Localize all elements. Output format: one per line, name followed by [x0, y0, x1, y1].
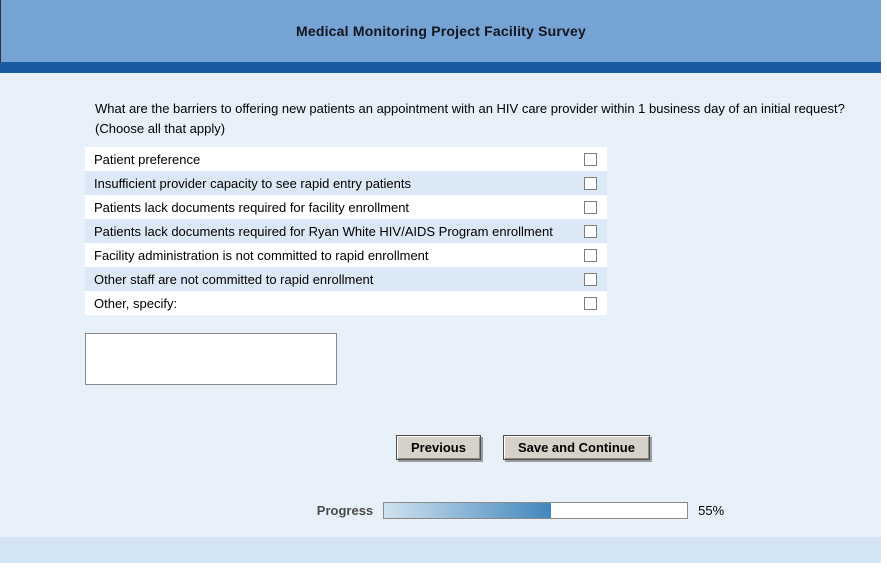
- progress-label: Progress: [316, 503, 374, 519]
- progress-fill: [384, 503, 551, 519]
- option-checkbox[interactable]: [584, 224, 597, 238]
- option-label: Patients lack documents required for Rya…: [94, 223, 553, 239]
- option-row-facility-documents: Patients lack documents required for fac…: [85, 195, 607, 220]
- main-content: What are the barriers to offering new pa…: [0, 73, 881, 537]
- button-row: Previous Save and Continue: [85, 435, 881, 461]
- option-row-other-specify: Other, specify:: [85, 291, 607, 316]
- header: Medical Monitoring Project Facility Surv…: [0, 0, 881, 62]
- option-checkbox[interactable]: [584, 152, 597, 166]
- progress-section: Progress 55%: [85, 502, 881, 520]
- previous-button[interactable]: Previous: [396, 435, 481, 461]
- progress-bar: [383, 502, 689, 520]
- other-specify-textarea[interactable]: [85, 333, 337, 386]
- question-text: What are the barriers to offering new pa…: [95, 99, 875, 139]
- bottom-margin: [0, 563, 881, 571]
- option-row-patient-preference: Patient preference: [85, 147, 607, 172]
- option-label: Other staff are not committed to rapid e…: [94, 271, 374, 287]
- options-list: Patient preference Insufficient provider…: [85, 147, 607, 316]
- question-line-1: What are the barriers to offering new pa…: [95, 101, 845, 116]
- option-checkbox[interactable]: [584, 200, 597, 214]
- header-stripe: [0, 62, 881, 73]
- option-label: Facility administration is not committed…: [94, 247, 429, 263]
- question-line-2: (Choose all that apply): [95, 121, 226, 137]
- option-checkbox[interactable]: [584, 248, 597, 262]
- progress-percent: 55%: [698, 503, 725, 519]
- option-row-provider-capacity: Insufficient provider capacity to see ra…: [85, 171, 607, 196]
- option-checkbox[interactable]: [584, 272, 597, 286]
- page-title: Medical Monitoring Project Facility Surv…: [295, 23, 587, 39]
- option-row-other-staff: Other staff are not committed to rapid e…: [85, 267, 607, 292]
- option-row-administration: Facility administration is not committed…: [85, 243, 607, 268]
- footer-bar: [0, 537, 881, 563]
- option-label: Patient preference: [94, 151, 201, 167]
- option-label: Insufficient provider capacity to see ra…: [94, 175, 411, 191]
- option-row-ryan-white-documents: Patients lack documents required for Rya…: [85, 219, 607, 244]
- option-label: Patients lack documents required for fac…: [94, 199, 410, 215]
- option-checkbox[interactable]: [584, 296, 597, 310]
- option-label: Other, specify:: [94, 295, 178, 311]
- option-checkbox[interactable]: [584, 176, 597, 190]
- save-continue-button[interactable]: Save and Continue: [502, 435, 650, 461]
